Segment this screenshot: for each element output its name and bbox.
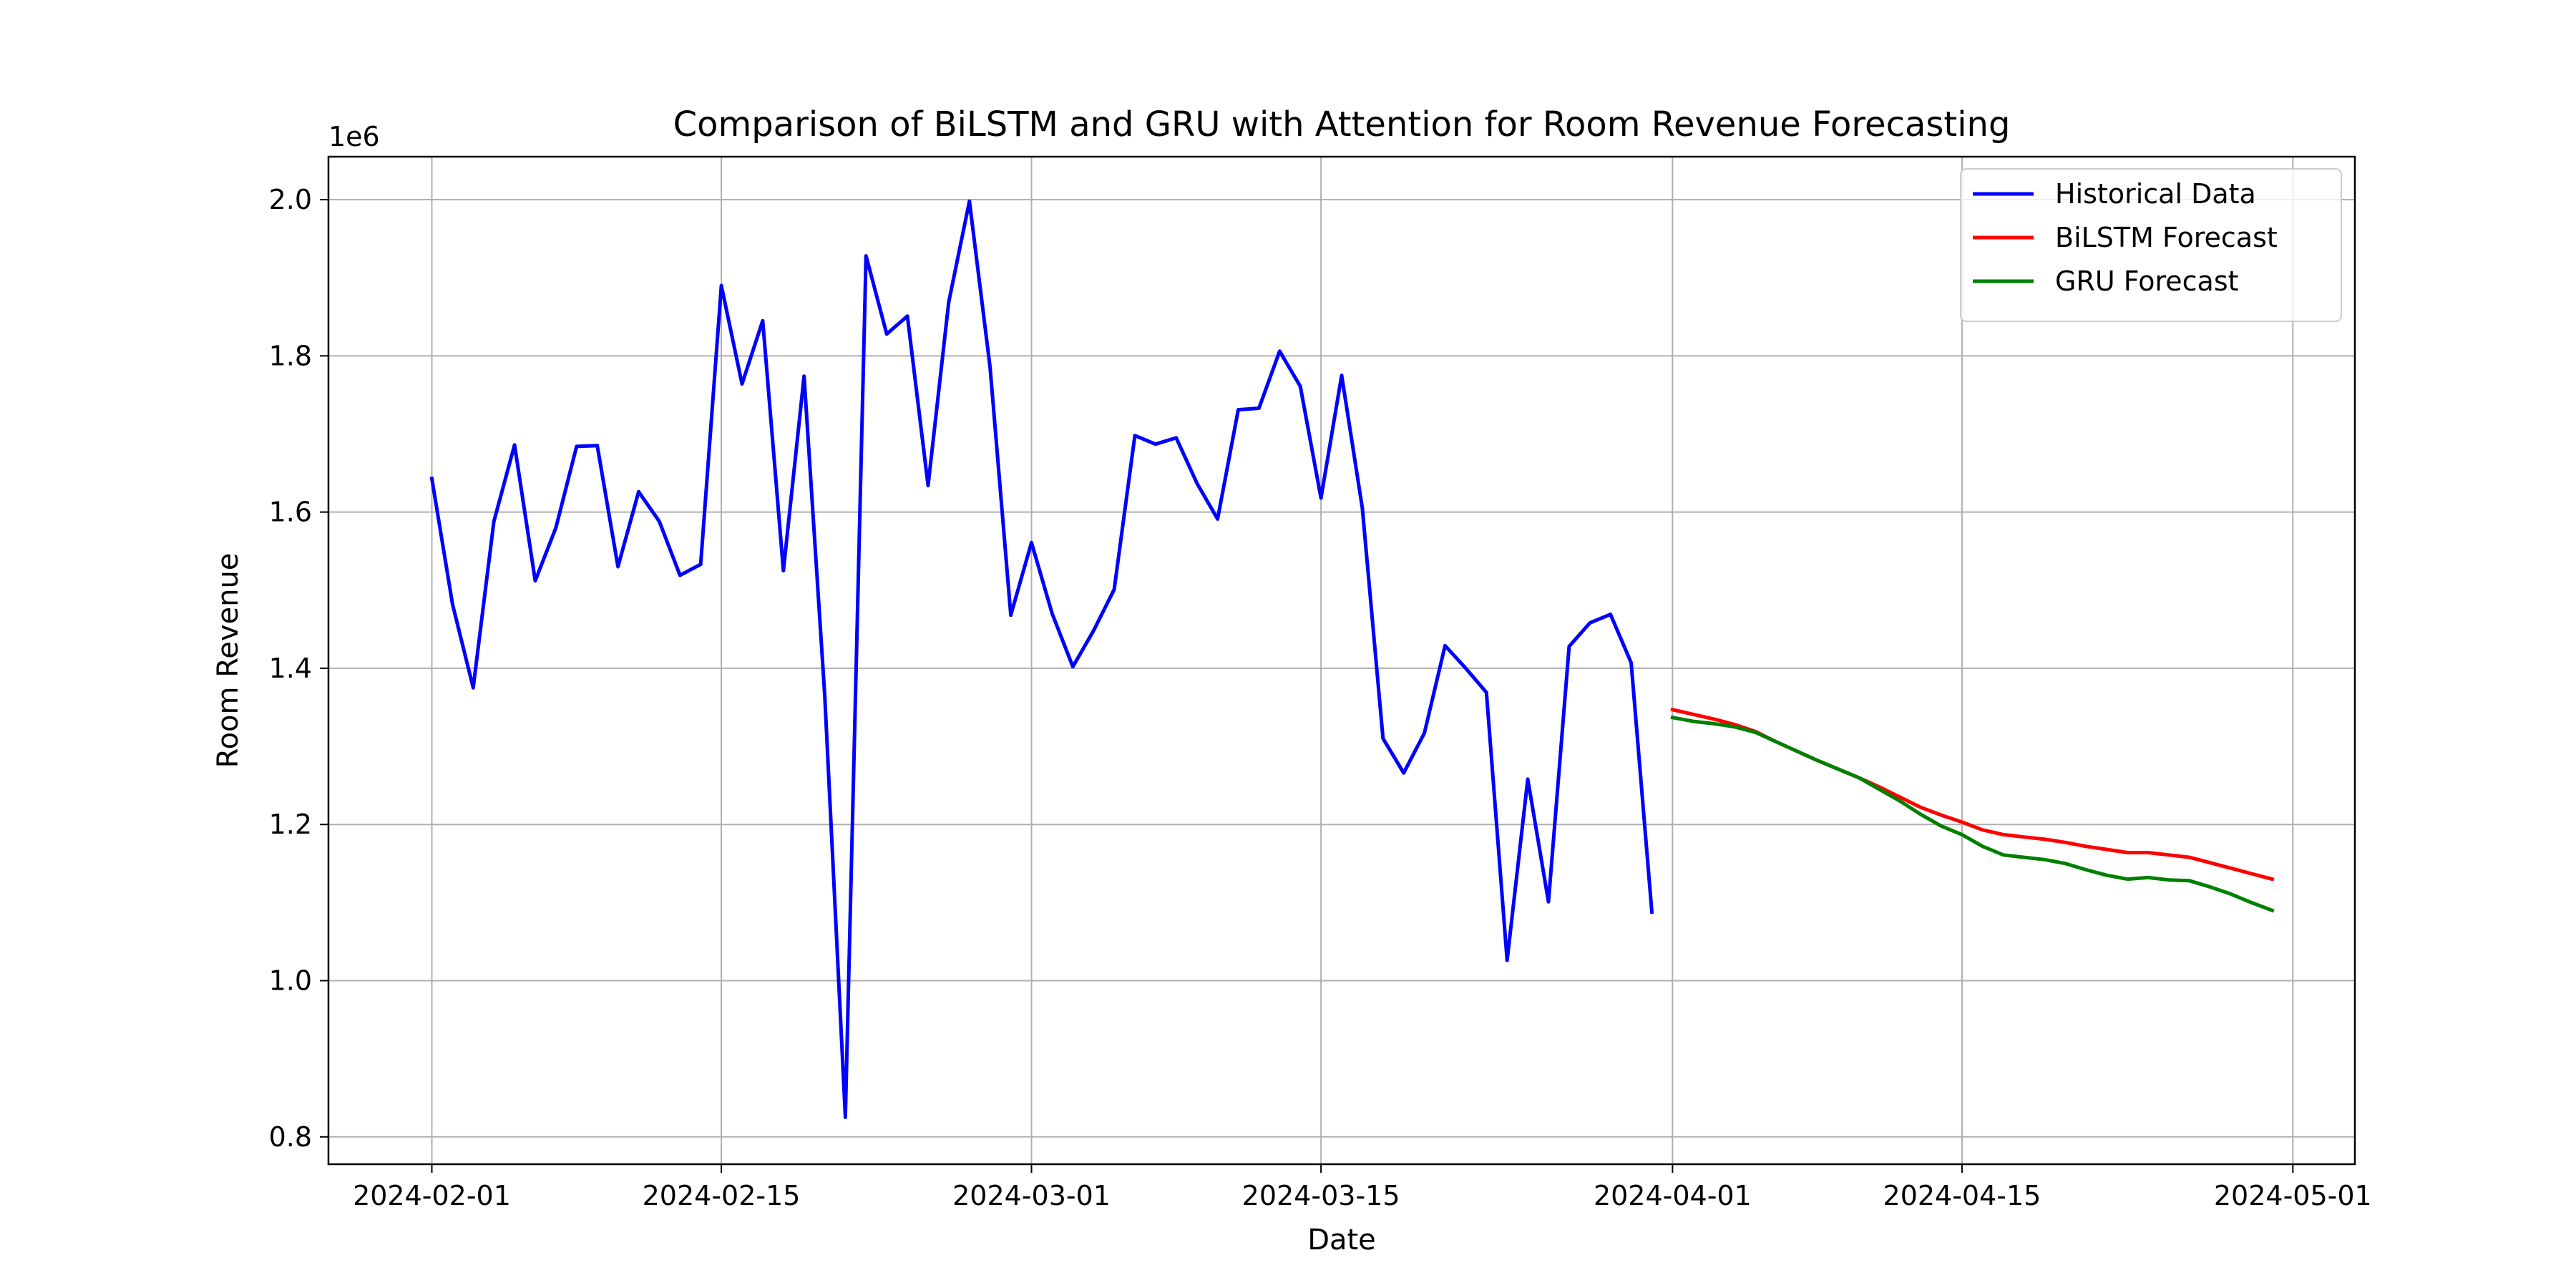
x-tick-label: 2024-03-15	[1242, 1180, 1400, 1211]
x-tick-label: 2024-02-01	[353, 1180, 511, 1211]
y-tick-label: 1.6	[269, 497, 312, 528]
x-axis-label: Date	[1307, 1224, 1376, 1257]
y-axis-label: Room Revenue	[212, 553, 245, 769]
legend-label: Historical Data	[2055, 178, 2256, 210]
y-tick-label: 0.8	[269, 1121, 312, 1153]
x-tick-label: 2024-04-01	[1594, 1180, 1752, 1211]
legend-label: BiLSTM Forecast	[2055, 222, 2278, 253]
plot-lines	[429, 199, 2275, 1119]
axis-ticks: 2024-02-01 2024-02-15 2024-03-01 2024-03-15…	[269, 184, 2372, 1211]
series-line-gru-forecast	[1670, 715, 2275, 913]
y-tick-label: 1.4	[269, 653, 312, 684]
series-line-historical-data	[429, 199, 1654, 1119]
y-tick-label: 2.0	[269, 184, 312, 215]
y-tick-label: 1.8	[269, 340, 312, 371]
x-tick-label: 2024-02-15	[643, 1180, 801, 1211]
y-axis-offset-label: 1e6	[328, 121, 380, 152]
grid	[328, 157, 2355, 1164]
y-tick-label: 1.2	[269, 809, 312, 840]
legend-label: GRU Forecast	[2055, 265, 2239, 297]
x-tick-label: 2024-03-01	[952, 1180, 1111, 1211]
chart-title: Comparison of BiLSTM and GRU with Attent…	[673, 104, 2011, 145]
y-tick-label: 1.0	[269, 965, 312, 997]
x-tick-label: 2024-04-15	[1883, 1180, 2041, 1211]
legend: Historical Data BiLSTM Forecast GRU Foreca…	[1960, 168, 2342, 322]
legend-box	[1960, 168, 2342, 322]
plot-frame	[327, 155, 2356, 1166]
x-tick-label: 2024-05-01	[2214, 1180, 2372, 1211]
